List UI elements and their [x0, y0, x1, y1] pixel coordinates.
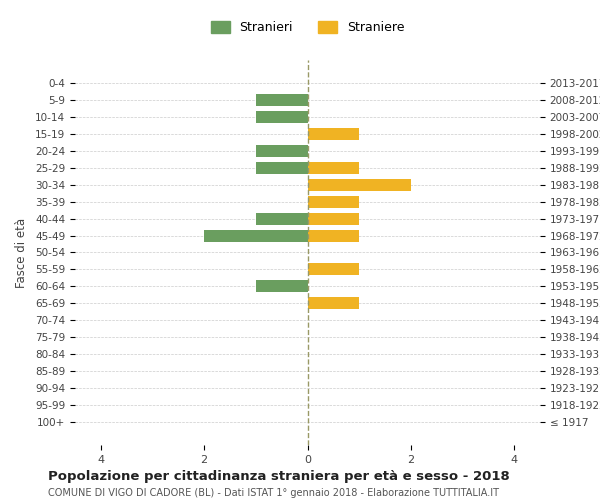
Bar: [308, 179, 411, 191]
Bar: [308, 264, 359, 276]
Bar: [256, 145, 308, 157]
Bar: [256, 213, 308, 224]
Bar: [256, 280, 308, 292]
Bar: [256, 162, 308, 174]
Text: COMUNE DI VIGO DI CADORE (BL) - Dati ISTAT 1° gennaio 2018 - Elaborazione TUTTIT: COMUNE DI VIGO DI CADORE (BL) - Dati IST…: [48, 488, 499, 498]
Bar: [308, 128, 359, 140]
Text: Popolazione per cittadinanza straniera per età e sesso - 2018: Popolazione per cittadinanza straniera p…: [48, 470, 510, 483]
Bar: [308, 196, 359, 207]
Bar: [308, 162, 359, 174]
Bar: [308, 298, 359, 309]
Bar: [204, 230, 308, 241]
Y-axis label: Fasce di età: Fasce di età: [15, 218, 28, 288]
Bar: [308, 213, 359, 224]
Bar: [308, 230, 359, 241]
Legend: Stranieri, Straniere: Stranieri, Straniere: [206, 16, 409, 39]
Bar: [256, 112, 308, 123]
Bar: [256, 94, 308, 106]
